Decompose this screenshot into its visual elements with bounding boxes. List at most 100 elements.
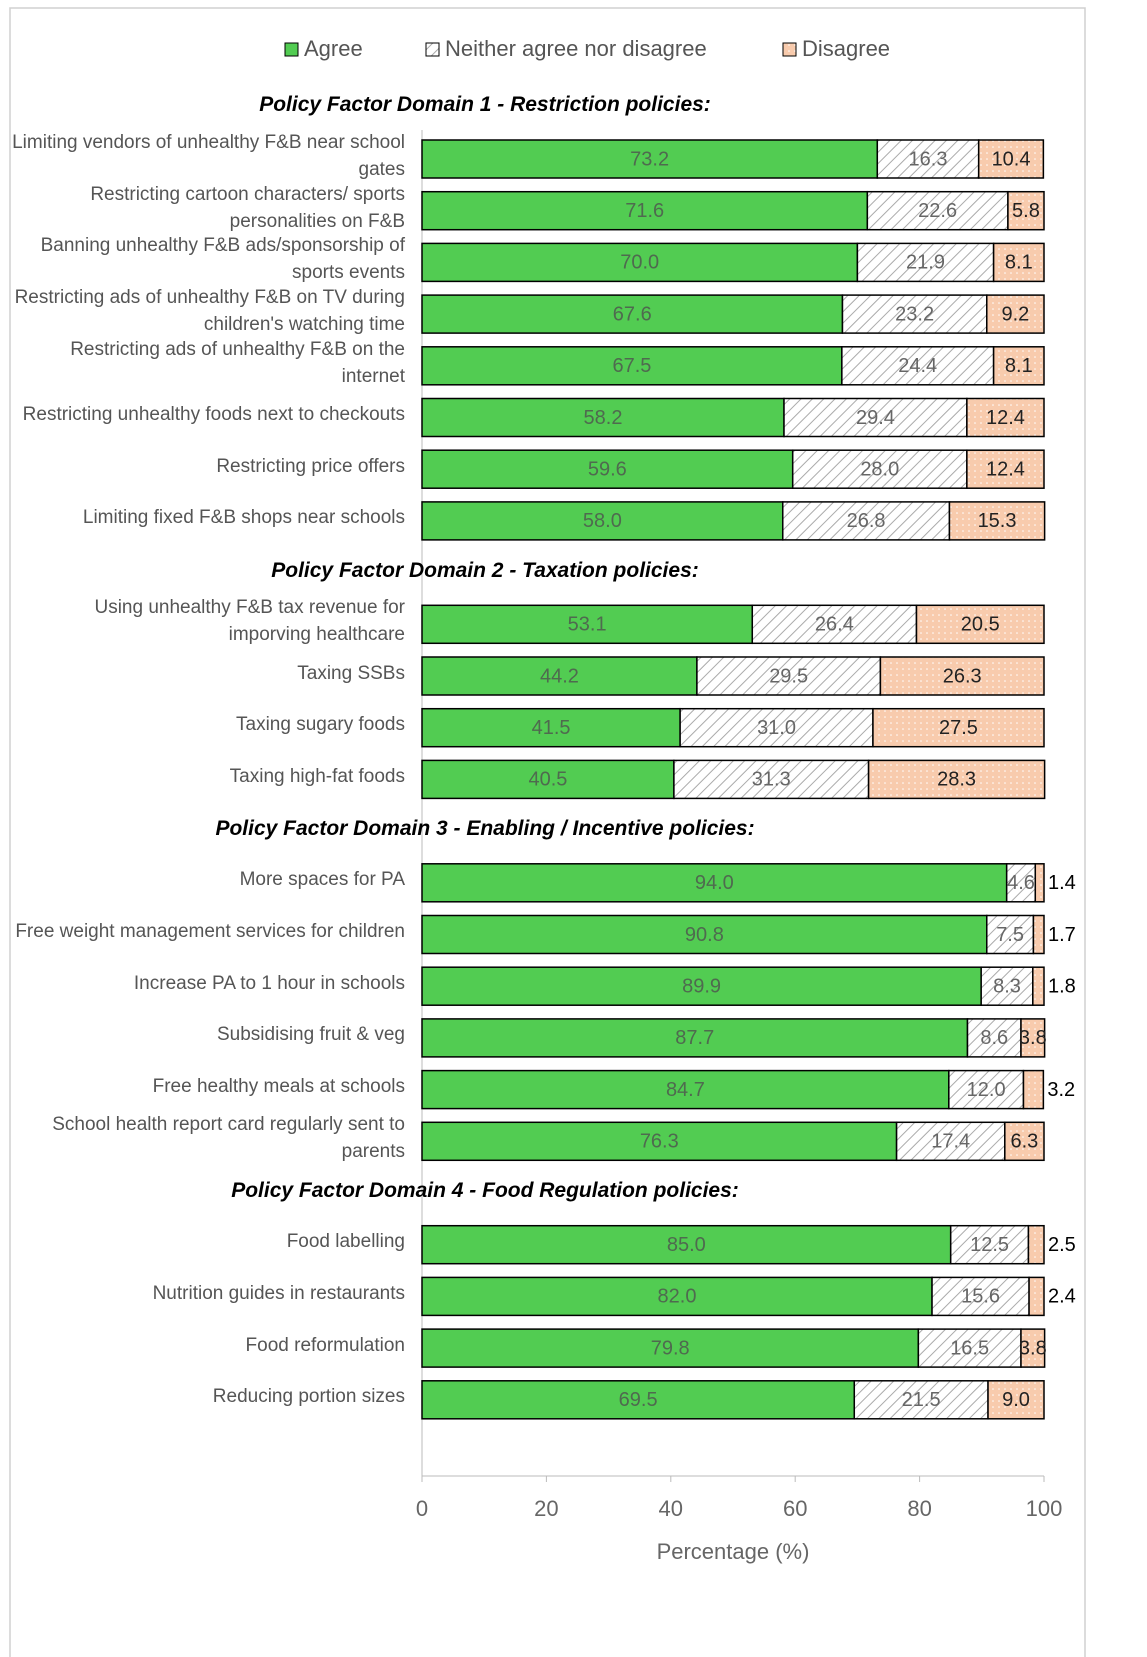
value-label: 1.4 xyxy=(1048,872,1076,894)
legend-label: Agree xyxy=(304,36,363,61)
category-label: Limiting vendors of unhealthy F&B near s… xyxy=(12,132,405,180)
bar-segment xyxy=(421,604,754,645)
value-label: 12.5 xyxy=(970,1234,1009,1256)
bar-segment xyxy=(895,1121,1006,1162)
bar-segment xyxy=(421,397,785,438)
value-label: 23.2 xyxy=(895,303,934,325)
value-label: 67.6 xyxy=(613,303,652,325)
bar-segment xyxy=(421,863,1008,903)
value-label: 58.0 xyxy=(583,510,622,532)
bar-segment xyxy=(841,346,995,386)
value-label: 16.3 xyxy=(909,148,948,170)
value-label: 28.0 xyxy=(860,458,899,480)
value-label: 94.0 xyxy=(695,872,734,894)
value-label: 71.6 xyxy=(625,200,664,222)
bar-segment xyxy=(421,707,681,748)
bar-segment xyxy=(987,1380,1045,1420)
value-label: 7.5 xyxy=(996,924,1024,946)
value-label: 26.3 xyxy=(943,665,982,687)
value-label: 9.0 xyxy=(1002,1389,1030,1411)
value-label: 21.5 xyxy=(902,1389,941,1411)
bar-segment xyxy=(948,1069,1025,1110)
category-label: School health report card regularly sent… xyxy=(52,1114,405,1163)
value-label: 2.4 xyxy=(1048,1286,1076,1308)
value-label: 15.3 xyxy=(978,510,1017,532)
value-label: 26.8 xyxy=(847,510,886,532)
bar-segment xyxy=(421,966,982,1006)
value-label: 15.6 xyxy=(961,1286,1000,1308)
value-label: 69.5 xyxy=(619,1389,658,1411)
category-label: Subsidising fruit & veg xyxy=(217,1024,405,1046)
x-tick-label: 40 xyxy=(659,1496,683,1521)
bar-segment xyxy=(992,346,1045,386)
bar-segment xyxy=(872,707,1045,748)
category-label: Restricting unhealthy foods next to chec… xyxy=(22,404,405,425)
value-label: 82.0 xyxy=(658,1286,697,1308)
category-label: Food reformulation xyxy=(245,1334,405,1356)
value-label: 90.8 xyxy=(685,924,724,946)
value-label: 21.9 xyxy=(906,252,945,274)
bar-segment xyxy=(980,966,1034,1006)
bar-segment xyxy=(866,190,1009,231)
bar-segment xyxy=(1027,1224,1045,1265)
value-label: 8.6 xyxy=(980,1027,1008,1049)
category-label: Free weight management services for chil… xyxy=(15,921,405,942)
group-heading: Policy Factor Domain 2 - Taxation polici… xyxy=(271,558,699,582)
category-label: Restricting ads of unhealthy F&B on TV d… xyxy=(14,287,405,336)
value-label: 4.6 xyxy=(1007,872,1035,894)
bar-segment xyxy=(421,1380,856,1420)
value-label: 59.6 xyxy=(588,458,627,480)
bar-segment xyxy=(751,604,918,645)
bar-segment xyxy=(421,1328,920,1368)
category-label: Free healthy meals at schools xyxy=(152,1076,405,1098)
value-label: 31.3 xyxy=(752,769,791,791)
value-label: 5.8 xyxy=(1012,200,1040,222)
category-label: Taxing high-fat foods xyxy=(229,765,405,787)
value-label: 44.2 xyxy=(540,665,579,687)
x-tick-label: 20 xyxy=(534,1496,558,1521)
value-label: 29.5 xyxy=(769,665,808,687)
value-label: 12.4 xyxy=(986,458,1025,480)
value-label: 58.2 xyxy=(584,407,623,429)
x-tick-label: 60 xyxy=(783,1496,807,1521)
bar-segment xyxy=(966,397,1045,438)
bar-segment xyxy=(1032,966,1045,1006)
value-label: 8.3 xyxy=(993,975,1021,997)
category-label: Food labelling xyxy=(286,1231,405,1253)
bar-segment xyxy=(986,294,1045,334)
bar-segment xyxy=(696,656,882,696)
bar-segment xyxy=(421,1276,933,1317)
value-label: 85.0 xyxy=(667,1234,706,1256)
category-label: Restricting price offers xyxy=(216,455,405,477)
value-label: 24.4 xyxy=(898,355,937,377)
bar-segment xyxy=(856,242,995,283)
category-label: Taxing SSBs xyxy=(297,662,405,684)
value-label: 9.2 xyxy=(1001,303,1029,325)
value-label: 6.3 xyxy=(1011,1131,1039,1153)
bar-segment xyxy=(679,707,874,748)
value-label: 40.5 xyxy=(528,769,567,791)
bar-segment xyxy=(966,449,1045,489)
category-label: Nutrition guides in restaurants xyxy=(152,1282,405,1304)
value-label: 87.7 xyxy=(675,1027,714,1049)
value-label: 27.5 xyxy=(939,717,978,739)
value-label: 41.5 xyxy=(532,717,571,739)
value-label: 16.5 xyxy=(950,1337,989,1359)
value-label: 12.4 xyxy=(986,407,1025,429)
value-label: 3.8 xyxy=(1019,1337,1047,1359)
bar-segment xyxy=(791,449,968,489)
bar-segment xyxy=(992,242,1045,283)
value-label: 20.5 xyxy=(961,614,1000,636)
bar-segment xyxy=(1020,1018,1046,1058)
value-label: 67.5 xyxy=(612,355,651,377)
value-label: 84.7 xyxy=(666,1079,705,1101)
bar-segment xyxy=(931,1276,1030,1317)
bar-segment xyxy=(1034,863,1045,903)
value-label: 79.8 xyxy=(651,1337,690,1359)
x-tick-label: 0 xyxy=(416,1496,428,1521)
bar-segment xyxy=(915,604,1045,645)
category-label: Reducing portion sizes xyxy=(212,1386,405,1408)
value-label: 3.8 xyxy=(1019,1027,1047,1049)
